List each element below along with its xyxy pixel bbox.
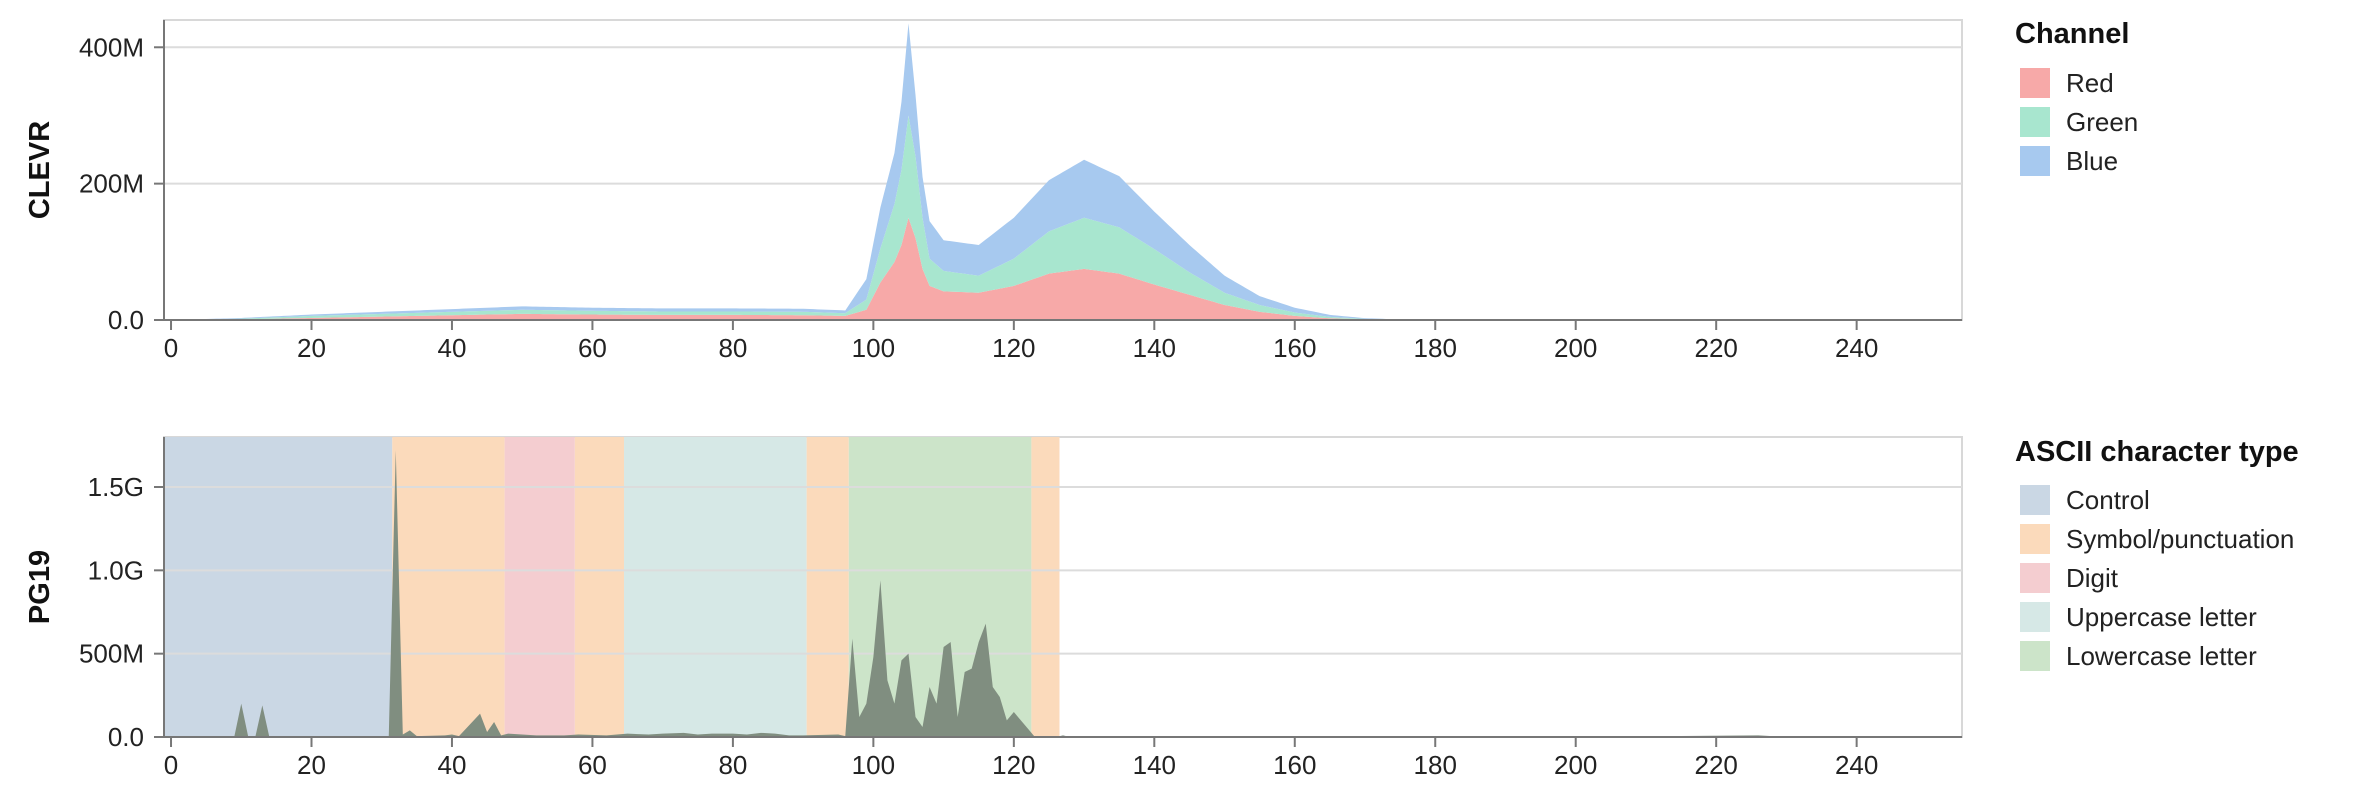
x-tick-label: 60 [578, 333, 607, 363]
legend-label-symbol-punctuation: Symbol/punctuation [2066, 524, 2294, 554]
legend-label-red: Red [2066, 68, 2114, 98]
ascii-character-type-legend: ASCII character type Control Symbol/punct… [2015, 436, 2299, 671]
x-tick-label: 200 [1554, 750, 1597, 780]
y-tick-label: 1.5G [88, 472, 144, 502]
x-tick-label: 140 [1133, 333, 1176, 363]
band-control-0 [164, 437, 393, 737]
y-tick-label: 200M [79, 169, 144, 199]
legend-label-lowercase-letter: Lowercase letter [2066, 641, 2257, 671]
y-tick-label: 500M [79, 639, 144, 669]
x-tick-label: 180 [1414, 333, 1457, 363]
x-tick-label: 220 [1694, 750, 1737, 780]
x-tick-label: 120 [992, 750, 1035, 780]
x-tick-label: 120 [992, 333, 1035, 363]
ascii-legend-title: ASCII character type [2015, 436, 2299, 468]
x-tick-label: 240 [1835, 750, 1878, 780]
x-tick-label: 100 [852, 333, 895, 363]
legend-swatch-green [2020, 107, 2050, 137]
legend-label-control: Control [2066, 485, 2150, 515]
x-tick-label: 100 [852, 750, 895, 780]
legend-label-digit: Digit [2066, 563, 2119, 593]
x-tick-label: 0 [164, 333, 178, 363]
area-red [171, 217, 1955, 320]
x-tick-label: 220 [1694, 333, 1737, 363]
x-tick-label: 200 [1554, 333, 1597, 363]
x-tick-label: 160 [1273, 750, 1316, 780]
clevr-areas [171, 23, 1955, 320]
channel-legend: Channel Red Green Blue [2015, 18, 2138, 176]
x-tick-label: 40 [438, 750, 467, 780]
band-symbol-punctuation-7 [1031, 437, 1060, 737]
band-symbol-punctuation-5 [806, 437, 849, 737]
x-tick-label: 140 [1133, 750, 1176, 780]
clevr-axes: 0 20 40 60 80 100 120 140 160 180 200 220 240 0.0 200M… [79, 20, 1962, 363]
x-tick-label: 80 [718, 750, 747, 780]
band-uppercase-letter-4 [624, 437, 807, 737]
x-tick-label: 40 [438, 333, 467, 363]
legend-swatch-uppercase-letter [2020, 602, 2050, 632]
channel-legend-title: Channel [2015, 18, 2129, 50]
clevr-panel: 0 20 40 60 80 100 120 140 160 180 200 220 240 0.0 200M… [24, 18, 2138, 363]
x-tick-label: 0 [164, 750, 178, 780]
legend-swatch-red [2020, 68, 2050, 98]
x-tick-label: 80 [718, 333, 747, 363]
x-tick-label: 240 [1835, 333, 1878, 363]
legend-label-blue: Blue [2066, 146, 2118, 176]
legend-swatch-lowercase-letter [2020, 641, 2050, 671]
ascii-type-bands [164, 437, 1060, 737]
y-tick-label: 400M [79, 32, 144, 62]
x-tick-label: 60 [578, 750, 607, 780]
legend-label-uppercase-letter: Uppercase letter [2066, 602, 2257, 632]
legend-swatch-control [2020, 485, 2050, 515]
pg19-gridlines [164, 486, 1962, 655]
legend-swatch-symbol-punctuation [2020, 524, 2050, 554]
x-tick-label: 20 [297, 750, 326, 780]
clevr-y-axis-label: CLEVR [24, 121, 56, 219]
pg19-y-axis-label: PG19 [24, 550, 56, 624]
x-tick-label: 20 [297, 333, 326, 363]
y-tick-label: 1.0G [88, 555, 144, 585]
band-digit-2 [504, 437, 575, 737]
pg19-panel: 0 20 40 60 80 100 120 140 160 180 200 220 240 0.0 500M… [24, 436, 2299, 780]
x-tick-label: 180 [1414, 750, 1457, 780]
pg19-axes: 0 20 40 60 80 100 120 140 160 180 200 220 240 0.0 500M… [79, 437, 1962, 780]
x-tick-label: 160 [1273, 333, 1316, 363]
legend-swatch-digit [2020, 563, 2050, 593]
y-tick-label: 0.0 [108, 305, 144, 335]
band-symbol-punctuation-3 [574, 437, 625, 737]
legend-swatch-blue [2020, 146, 2050, 176]
band-symbol-punctuation-1 [392, 437, 505, 737]
legend-label-green: Green [2066, 107, 2138, 137]
y-tick-label: 0.0 [108, 722, 144, 752]
